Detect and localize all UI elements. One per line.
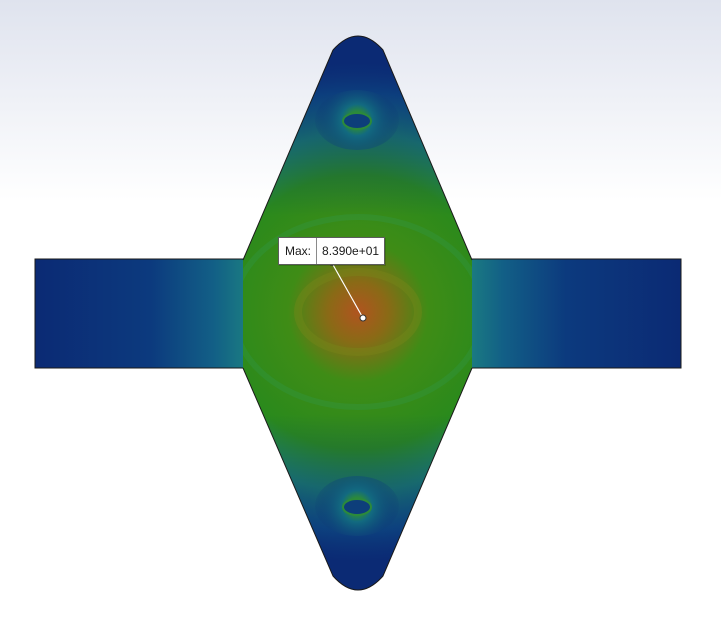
diamond-body (242, 35, 473, 591)
bottom-hole (342, 498, 372, 516)
max-probe-callout[interactable]: Max: 8.390e+01 (278, 237, 386, 265)
max-label: Max: (279, 238, 318, 264)
left-arm (34, 258, 251, 369)
max-value: 8.390e+01 (322, 244, 380, 258)
probe-leader-line (331, 262, 364, 319)
probe-point-icon[interactable] (359, 314, 367, 322)
top-hole (342, 112, 372, 130)
right-arm (465, 258, 682, 369)
